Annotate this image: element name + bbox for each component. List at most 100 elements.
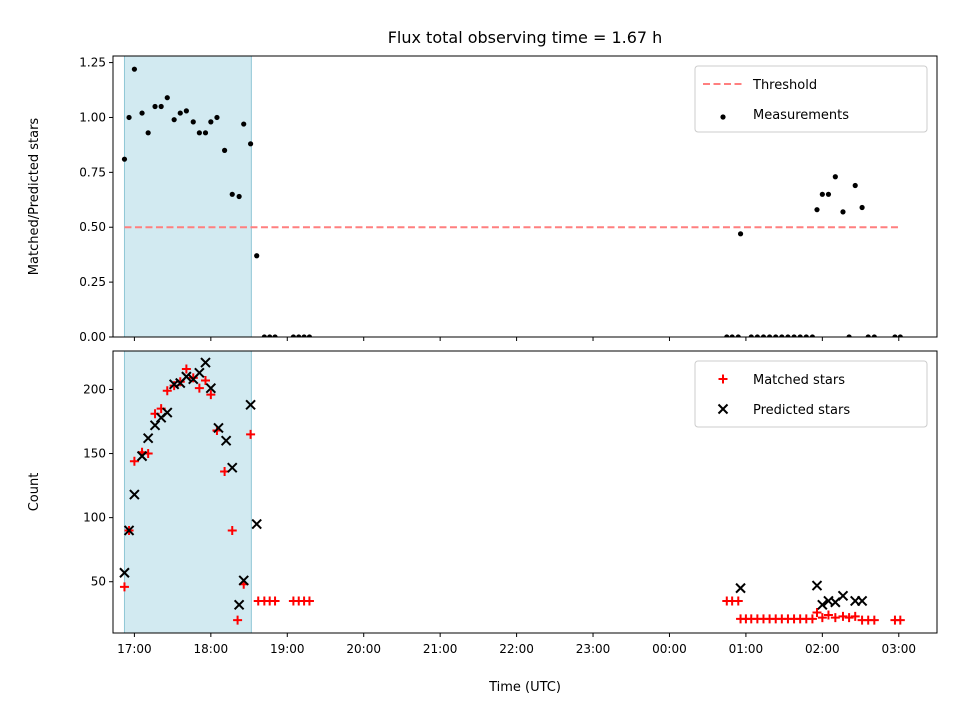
data-point: [817, 613, 827, 623]
data-point: [245, 399, 256, 411]
data-point: [852, 182, 858, 189]
data-point: [819, 191, 825, 197]
data-point: [825, 191, 832, 197]
data-point: [194, 383, 204, 393]
x-tick-label: 17:00: [117, 642, 152, 656]
data-point: [892, 334, 898, 337]
legend-box: [694, 360, 928, 428]
data-point: [131, 66, 138, 72]
y-tick-label: 1.00: [79, 110, 106, 124]
x-axis-label: Time (UTC): [488, 680, 561, 695]
data-point: [162, 407, 173, 418]
data-point: [859, 204, 865, 211]
data-point: [214, 114, 220, 121]
count-panel: 50 100 150 200 17:00 18:00 19:00 20:00 21:00 22:0…: [27, 350, 938, 695]
data-point: [236, 193, 242, 200]
data-point: [895, 615, 905, 625]
x-tick-label: 19:00: [270, 642, 305, 656]
x-tick-label: 20:00: [346, 642, 381, 656]
plot-area: [121, 56, 903, 337]
data-point: [869, 615, 879, 625]
y-tick-label: 0.50: [79, 220, 106, 234]
legend-box: [694, 65, 928, 133]
data-point: [735, 334, 741, 337]
y-tick-label: 100: [83, 511, 106, 525]
legend-label: Threshold: [752, 78, 817, 93]
y-axis-label: Matched/Predicted stars: [27, 118, 42, 276]
data-point: [856, 595, 868, 607]
x-tick-label: 02:00: [805, 642, 840, 656]
y-tick-label: 0.00: [79, 330, 106, 344]
x-tick-label: 03:00: [881, 642, 916, 656]
data-point: [797, 334, 803, 337]
observing-span: [123, 56, 252, 337]
data-point: [183, 108, 189, 114]
data-point: [779, 334, 785, 337]
y-tick-label: 1.25: [79, 56, 106, 70]
y-axis-label: Count: [27, 473, 42, 512]
observing-span: [123, 351, 252, 633]
legend-label: Matched stars: [753, 373, 845, 388]
data-point: [208, 119, 214, 125]
data-point: [158, 103, 164, 110]
legend-measurement-swatch: [720, 114, 726, 120]
data-point: [306, 334, 313, 337]
data-point: [181, 364, 191, 374]
data-point: [261, 334, 267, 337]
data-point: [181, 371, 192, 382]
data-point: [832, 174, 838, 180]
legend-label: Predicted stars: [753, 403, 850, 418]
data-point: [227, 525, 237, 535]
data-point: [119, 582, 129, 592]
data-point: [767, 334, 773, 337]
legend: Threshold Measurements: [694, 65, 928, 133]
data-point: [123, 525, 135, 536]
axes-frame: [112, 350, 938, 634]
data-point: [823, 610, 833, 620]
data-point: [149, 420, 161, 431]
data-point: [251, 518, 262, 530]
data-point: [177, 110, 183, 116]
data-point: [121, 156, 128, 162]
data-point: [850, 611, 860, 621]
data-point: [846, 334, 852, 337]
data-point: [760, 334, 767, 337]
data-point: [142, 432, 154, 444]
y-tick-label: 0.75: [79, 165, 106, 179]
data-point: [748, 334, 754, 337]
data-point: [729, 334, 735, 337]
data-point: [227, 462, 238, 473]
data-point: [812, 607, 822, 617]
data-point: [206, 390, 216, 400]
data-point: [247, 141, 254, 147]
data-point: [272, 334, 278, 337]
legend-label: Measurements: [753, 108, 849, 123]
data-point: [301, 334, 307, 337]
data-point: [773, 334, 779, 337]
data-point: [837, 590, 849, 602]
x-tick-label: 21:00: [423, 642, 458, 656]
plot-area: [119, 351, 905, 633]
legend: Matched stars Predicted stars: [694, 360, 928, 428]
data-point: [817, 599, 828, 611]
data-point: [119, 567, 130, 578]
data-point: [270, 596, 280, 606]
data-point: [791, 334, 797, 337]
data-point: [152, 103, 158, 110]
data-point: [246, 429, 256, 439]
data-point: [304, 596, 314, 606]
data-point: [221, 147, 228, 153]
data-point: [803, 334, 809, 337]
data-point: [267, 334, 273, 337]
data-point: [164, 95, 170, 101]
data-point: [871, 334, 877, 337]
data-point: [830, 613, 840, 623]
data-point: [200, 357, 211, 368]
data-point: [807, 614, 817, 624]
series-predicted-stars: [119, 357, 868, 611]
data-point: [126, 114, 132, 121]
data-point: [233, 615, 243, 625]
data-point: [129, 456, 139, 466]
data-point: [129, 489, 140, 500]
